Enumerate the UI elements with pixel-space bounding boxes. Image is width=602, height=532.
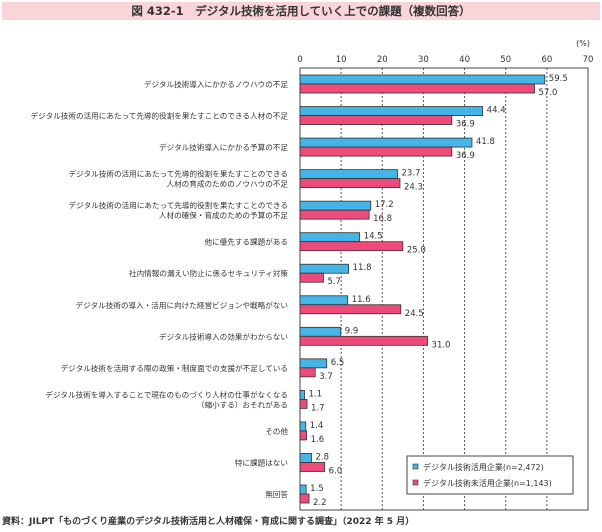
unit-label: (%) [576, 39, 590, 48]
bar [299, 169, 398, 180]
category-label: 社内情報の漏えい防止に係るセキュリティ対策 [129, 268, 288, 278]
data-label: 1.4 [310, 421, 324, 431]
category-label: 人材の確保・育成のための予算の不足 [159, 210, 288, 220]
data-label: 6.0 [329, 466, 343, 476]
category-label: 他に優先する課題がある [204, 237, 288, 247]
bar [299, 209, 370, 220]
bar [299, 335, 428, 346]
data-label: 36.9 [456, 151, 475, 161]
bar [299, 462, 326, 472]
data-label: 2.8 [316, 452, 330, 462]
legend-entry: デジタル技術未活用企業(n=1,143) [423, 478, 552, 488]
data-label: 24.5 [405, 309, 424, 319]
data-label: 17.2 [375, 200, 394, 210]
data-label: 36.9 [456, 120, 475, 130]
data-label: 11.8 [353, 263, 372, 273]
x-tick-label: 60 [541, 55, 552, 65]
data-label: 24.3 [404, 183, 423, 193]
legend [406, 455, 574, 495]
bar [299, 83, 535, 94]
bar [299, 304, 402, 315]
x-tick-label: 0 [297, 55, 302, 65]
category-label: デジタル技術導入にかかるノウハウの不足 [144, 79, 289, 89]
bar [299, 367, 316, 378]
source-note: 資料：JILPT「ものづくり産業のデジタル技術活用と人材確保・育成に関する調査」… [2, 517, 415, 527]
bar [299, 389, 305, 400]
category-label: デジタル技術の活用にあたって先導的役割を果たすことのできる [69, 200, 288, 210]
data-label: 57.0 [539, 88, 558, 98]
plot-frame [299, 67, 589, 511]
bar [299, 146, 453, 157]
data-label: 1.5 [310, 484, 324, 494]
chart-title: 図 432-1 デジタル技術を活用していく上での課題（複数回答） [2, 2, 600, 20]
bar [299, 295, 349, 306]
data-label: 44.4 [487, 106, 506, 116]
x-tick-label: 30 [418, 55, 429, 65]
bar [299, 421, 307, 432]
bar [299, 453, 312, 463]
x-tick-label: 10 [336, 55, 347, 65]
data-label: 1.1 [309, 389, 323, 399]
category-label: デジタル技術の活用にあたって先導的役割を果たすことのできる [69, 169, 288, 179]
bar [299, 106, 484, 116]
bar [299, 326, 342, 337]
data-label: 11.6 [352, 295, 371, 305]
x-tick-label: 40 [459, 55, 470, 65]
data-label: 23.7 [402, 169, 421, 179]
data-label: 25.0 [407, 246, 426, 256]
category-label: デジタル技術導入にかかる予算の不足 [159, 142, 288, 152]
data-label: 9.9 [345, 326, 359, 336]
bar [299, 200, 372, 211]
bar [299, 493, 310, 504]
bar [299, 178, 401, 189]
data-label: 31.0 [432, 340, 451, 350]
bar [299, 430, 307, 441]
bar [299, 241, 404, 252]
x-tick-label: 20 [377, 55, 388, 65]
legend-swatch [412, 463, 419, 470]
data-label: 5.7 [327, 277, 341, 287]
legend-swatch [412, 479, 419, 486]
bar [299, 398, 308, 409]
category-label: 無回答 [265, 489, 288, 499]
category-label: 人材の育成のためのノウハウの不足 [167, 179, 289, 189]
data-label: 1.6 [311, 435, 325, 445]
data-label: 2.2 [313, 498, 327, 508]
x-tick-label: 50 [500, 55, 511, 65]
bar [299, 272, 324, 283]
data-label: 59.5 [549, 74, 568, 84]
category-label: その他 [265, 426, 288, 436]
x-tick-label: 70 [583, 55, 594, 65]
data-label: 3.7 [319, 372, 333, 382]
category-label: デジタル技術導入の効果がわからない [159, 331, 288, 341]
bar [299, 115, 453, 125]
category-label: デジタル技術を導入することで現在のものづくり人材の仕事がなくなる [45, 389, 288, 399]
bar [299, 232, 361, 243]
category-label: デジタル技術を活用する際の政策・制度面での支援が不足している [61, 363, 288, 373]
bar [299, 263, 349, 274]
data-label: 41.8 [476, 137, 495, 147]
category-label: 特に課題はない [235, 457, 288, 467]
category-label: （縮小する）おそれがある [197, 399, 288, 409]
legend-entry: デジタル技術活用企業(n=2,472) [423, 462, 544, 472]
bar [299, 74, 546, 85]
bar [299, 137, 473, 148]
bar [299, 358, 328, 369]
data-label: 6.5 [331, 358, 345, 368]
data-label: 1.7 [311, 403, 325, 413]
category-label: デジタル技術の導入・活用に向けた経営ビジョンや戦略がない [76, 300, 288, 310]
category-label: デジタル技術の活用にあたって先導的役割を果たすことのできる人材の不足 [31, 111, 289, 121]
bar [299, 484, 307, 495]
data-label: 14.5 [364, 232, 383, 242]
data-label: 16.8 [373, 214, 392, 224]
